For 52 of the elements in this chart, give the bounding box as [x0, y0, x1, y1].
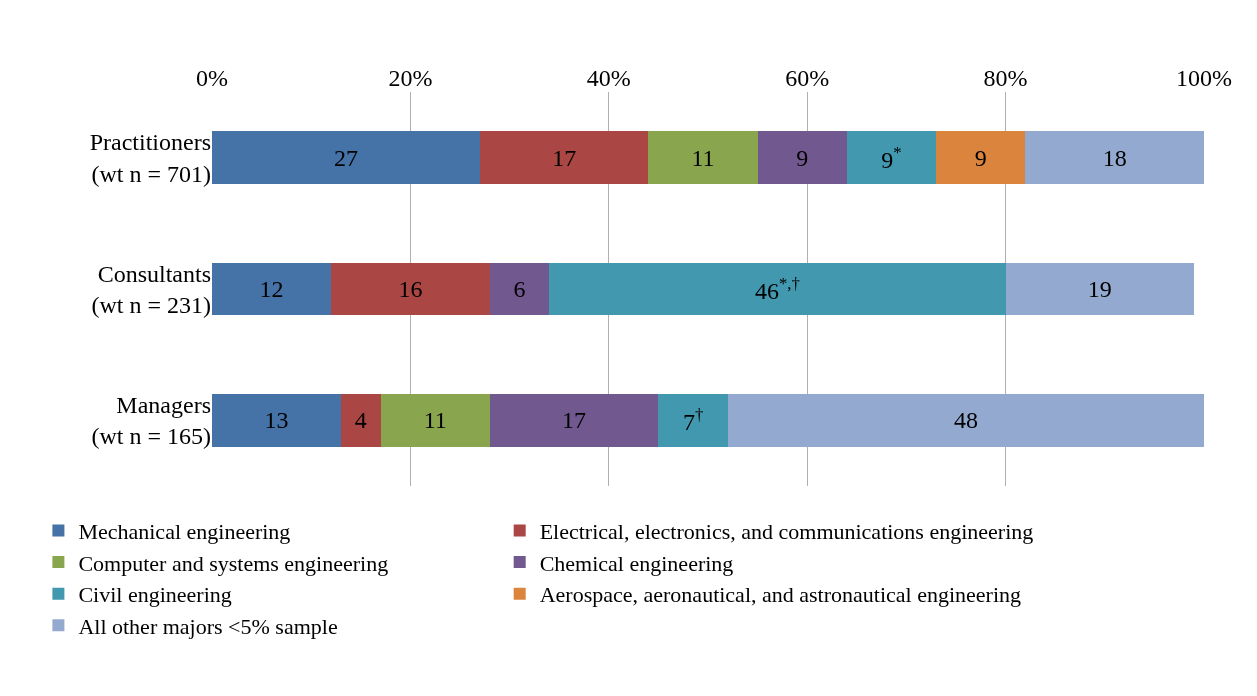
bar: [489, 394, 659, 447]
y-tick-label: Practitioners (wt n = 701): [89, 129, 211, 187]
data-label: 11: [691, 144, 715, 171]
bar: [1005, 262, 1195, 316]
data-label: 17: [562, 407, 587, 434]
data-label: 12: [259, 276, 284, 302]
legend-label: Electrical, electronics, and communications engineering: [539, 519, 1034, 545]
bar: [648, 131, 758, 184]
data-label: 6: [513, 276, 526, 302]
data-label: 19: [1087, 276, 1112, 302]
y-tick-label: Managers (wt n = 165): [91, 392, 211, 450]
bar: [658, 394, 728, 447]
x-tick-label: 40%: [586, 65, 631, 92]
data-label: 4: [354, 407, 367, 434]
x-tick-label: 60%: [785, 65, 830, 92]
data-label: 48: [953, 407, 978, 434]
x-tick-label: 80%: [983, 65, 1028, 92]
legend-label: All other majors <5% sample: [78, 613, 338, 639]
bar: [1025, 131, 1204, 184]
bar: [727, 394, 1204, 447]
legend-label: Computer and systems engineering: [78, 550, 389, 576]
x-tick-label: 100%: [1176, 65, 1232, 92]
bar: [846, 131, 937, 184]
data-label: 9: [796, 144, 809, 171]
bar: [331, 262, 490, 316]
bar: [212, 394, 341, 447]
data-label: 17: [552, 144, 577, 171]
bar: [489, 262, 550, 316]
bar: [380, 394, 490, 447]
bar: [212, 262, 332, 316]
data-label: 9$^{*}$: [881, 142, 902, 173]
data-label: 7$^{†}$: [682, 405, 704, 436]
bar: [549, 262, 1006, 316]
legend-label: Mechanical engineering: [78, 519, 291, 545]
y-tick-label: Consultants (wt n = 231): [91, 260, 211, 318]
bar: [340, 394, 381, 447]
data-label: 18: [1102, 144, 1127, 171]
legend-label: Aerospace, aeronautical, and astronautical engineering: [539, 582, 1022, 608]
bar: [757, 131, 847, 184]
data-label: 46$^{*,†}$: [754, 273, 800, 305]
data-label: 27: [333, 144, 358, 171]
legend-label: Civil engineering: [78, 582, 232, 608]
data-label: 16: [398, 276, 423, 302]
x-tick-label: 0%: [196, 65, 228, 92]
data-label: 9: [974, 144, 987, 171]
data-label: 13: [264, 407, 289, 434]
legend-label: Chemical engineering: [539, 550, 734, 576]
bar: [479, 131, 649, 184]
x-tick-label: 20%: [388, 65, 433, 92]
bar: [212, 131, 480, 184]
data-label: 11: [423, 407, 447, 434]
bar: [936, 131, 1026, 184]
